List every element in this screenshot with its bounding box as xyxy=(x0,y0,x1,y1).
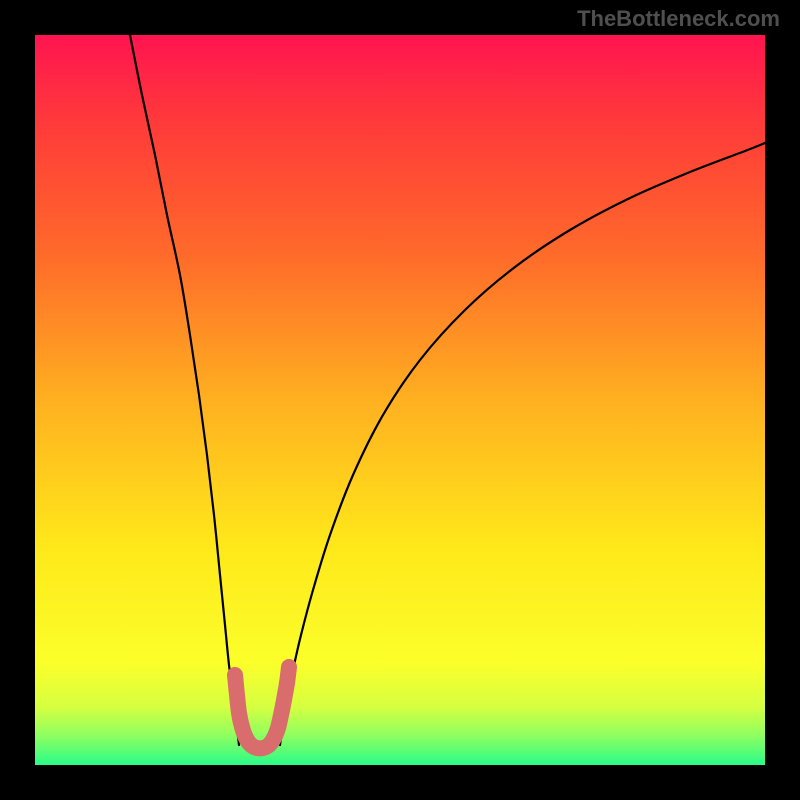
bottom-u-highlight xyxy=(235,667,289,748)
attribution-text: TheBottleneck.com xyxy=(577,6,780,32)
curve-layer xyxy=(35,35,765,765)
bottleneck-curve-left xyxy=(130,35,239,745)
plot-area xyxy=(35,35,765,765)
chart-container: TheBottleneck.com xyxy=(0,0,800,800)
bottleneck-curve-right xyxy=(280,143,765,745)
